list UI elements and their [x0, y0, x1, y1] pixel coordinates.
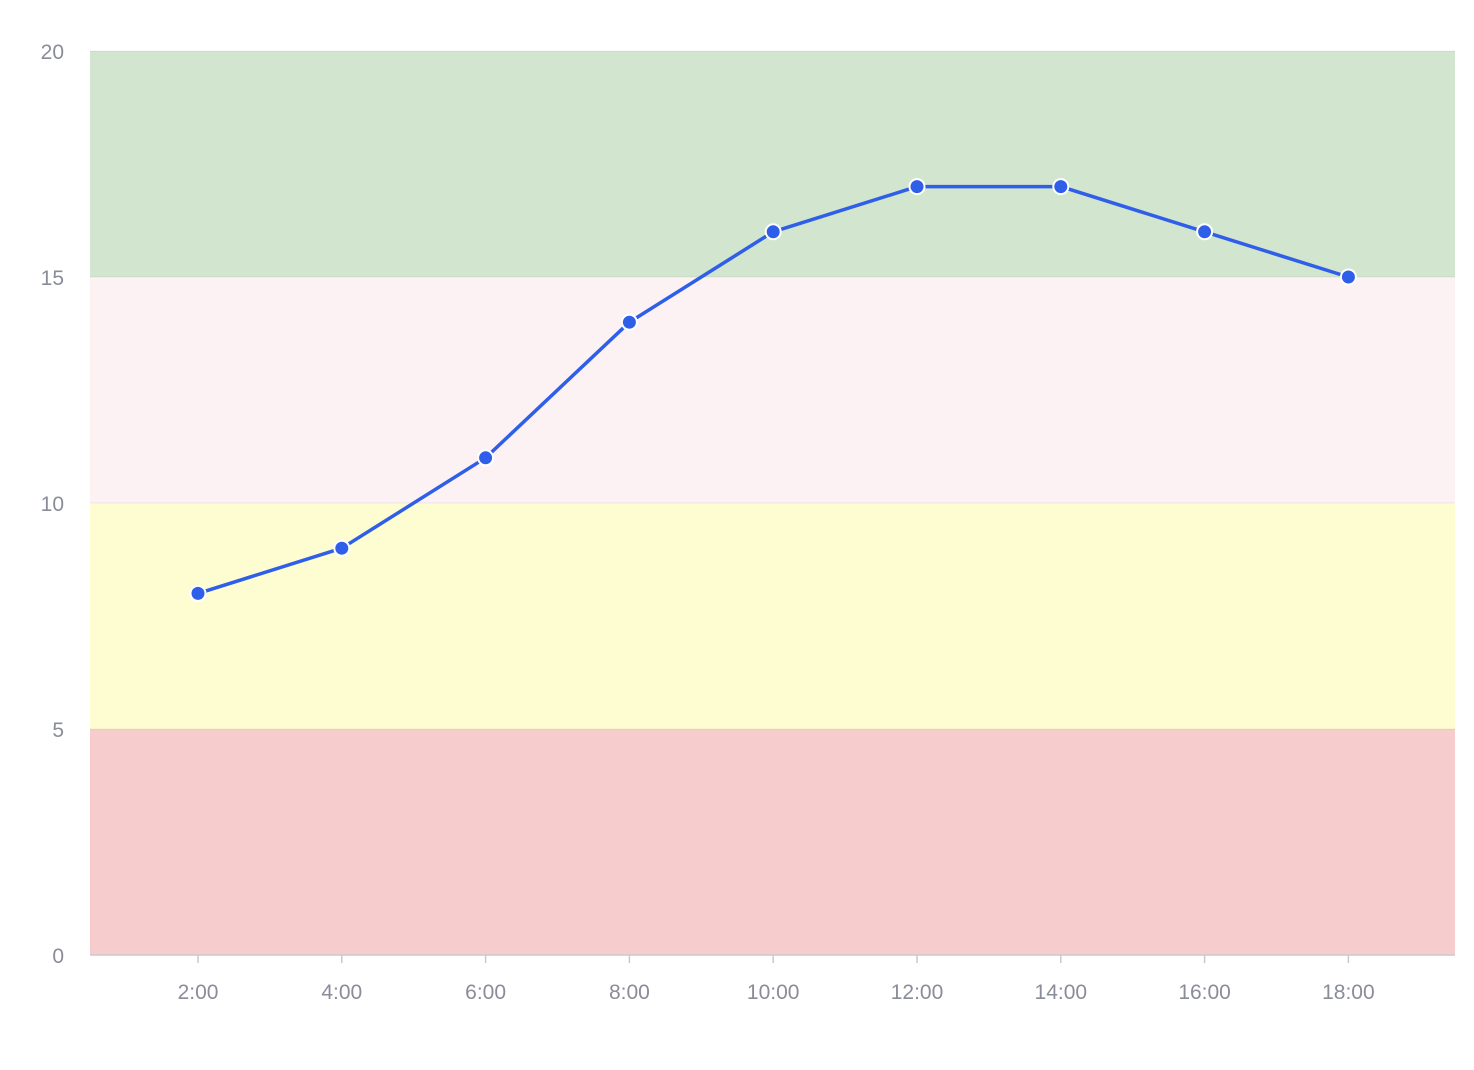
x-tick-label: 12:00 [891, 981, 944, 1004]
data-point[interactable] [477, 449, 495, 467]
data-point[interactable] [333, 539, 351, 557]
y-tick-label: 0 [52, 945, 64, 968]
x-tick-label: 2:00 [178, 981, 219, 1004]
band-3 [90, 51, 1455, 277]
x-tick-label: 6:00 [465, 981, 506, 1004]
y-tick-label: 5 [52, 719, 64, 742]
series-layer [189, 178, 1357, 602]
x-axis: 2:00 4:00 6:00 8:00 10:00 12:00 14:00 16:00 18:0… [90, 954, 1455, 1004]
data-point[interactable] [1052, 178, 1070, 196]
x-tick-label: 8:00 [609, 981, 650, 1004]
x-tick-label: 14:00 [1035, 981, 1088, 1004]
y-tick-label: 15 [41, 267, 64, 290]
data-point[interactable] [1196, 223, 1214, 241]
x-tick-label: 18:00 [1322, 981, 1375, 1004]
band-0 [90, 729, 1455, 955]
y-tick-label: 10 [41, 493, 64, 516]
data-point[interactable] [189, 584, 207, 602]
x-tick-label: 10:00 [747, 981, 800, 1004]
data-point[interactable] [764, 223, 782, 241]
y-axis: 0 5 10 15 20 [41, 41, 64, 968]
band-2 [90, 277, 1455, 503]
data-point[interactable] [908, 178, 926, 196]
background-bands [90, 50, 1455, 955]
data-point[interactable] [1339, 268, 1357, 286]
x-tick-label: 4:00 [321, 981, 362, 1004]
band-1 [90, 503, 1455, 729]
data-point[interactable] [620, 313, 638, 331]
x-tick-label: 16:00 [1178, 981, 1231, 1004]
y-tick-label: 20 [41, 41, 64, 64]
